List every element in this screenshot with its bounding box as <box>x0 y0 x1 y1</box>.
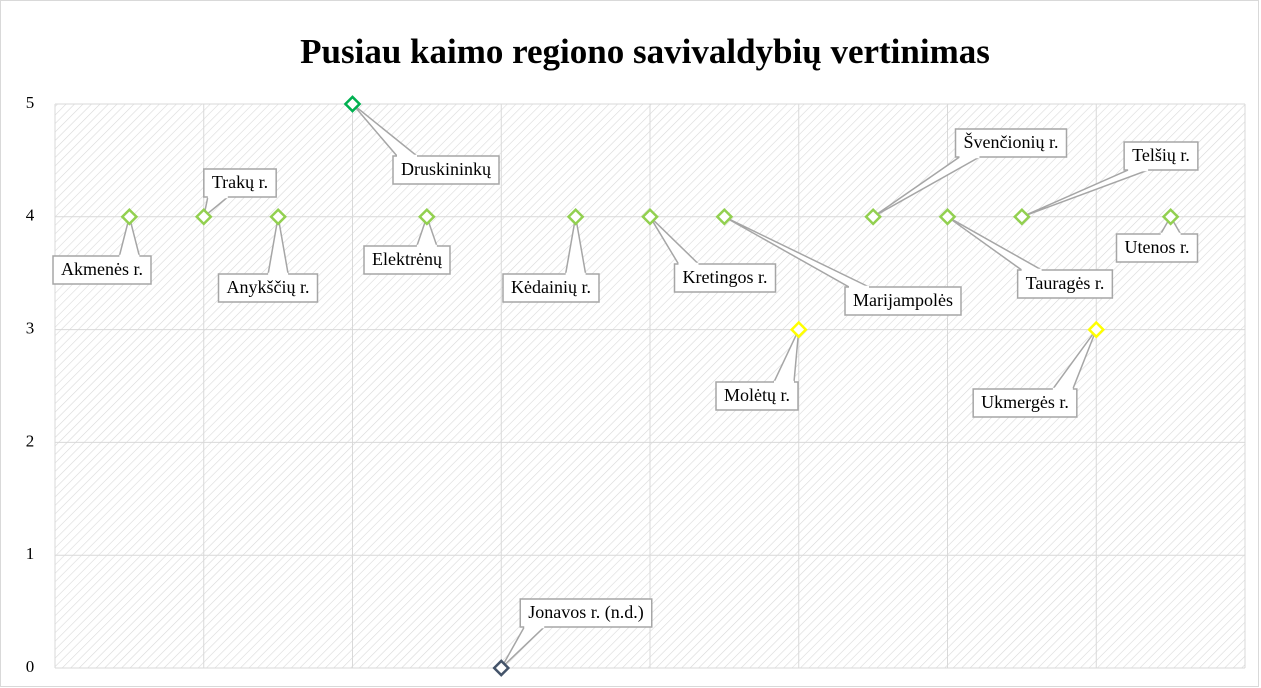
chart-title: Pusiau kaimo regiono savivaldybių vertin… <box>300 32 990 71</box>
data-label: Trakų r. <box>212 172 268 192</box>
marker <box>566 207 585 226</box>
y-tick-label: 5 <box>26 93 35 112</box>
data-label: Ukmergės r. <box>981 392 1069 412</box>
callout-box <box>1115 233 1199 263</box>
callout-box <box>52 255 152 285</box>
callout-box <box>1016 269 1114 299</box>
data-label: Anykščių r. <box>227 277 310 297</box>
marker <box>492 659 511 677</box>
callout-box <box>673 263 777 293</box>
marker <box>789 320 808 339</box>
marker <box>864 207 882 226</box>
data-label: Akmenės r. <box>61 259 143 279</box>
data-label: Elektrėnų <box>372 249 443 269</box>
marker <box>641 207 659 226</box>
marker <box>715 207 734 226</box>
callout-box <box>502 273 600 303</box>
data-label: Kėdainių r. <box>511 277 591 297</box>
y-tick-label: 1 <box>26 544 35 563</box>
callout-box <box>715 381 799 411</box>
callout-box <box>363 245 451 275</box>
callout-box <box>972 388 1078 418</box>
data-label: Telšių r. <box>1132 145 1190 165</box>
marker <box>1161 207 1180 226</box>
marker <box>938 207 957 226</box>
marker <box>418 207 436 226</box>
callout-box <box>954 128 1068 158</box>
callout-box <box>844 286 962 316</box>
marker <box>194 207 213 226</box>
marker <box>120 207 139 226</box>
marker <box>269 207 287 226</box>
data-label: Druskininkų <box>401 159 492 179</box>
callout-box <box>392 155 500 185</box>
data-label: Kretingos r. <box>683 267 768 287</box>
data-label: Utenos r. <box>1125 237 1190 257</box>
y-tick-label: 3 <box>26 319 35 338</box>
data-label: Marijampolės <box>853 290 953 310</box>
data-label: Molėtų r. <box>724 385 790 405</box>
y-tick-label: 2 <box>26 431 35 450</box>
callout-box <box>217 273 319 303</box>
callout-box <box>519 598 653 628</box>
callout-box <box>1123 141 1199 171</box>
callout-box <box>203 168 277 198</box>
data-label: Tauragės r. <box>1026 273 1105 293</box>
marker <box>1087 320 1106 339</box>
y-tick-label: 4 <box>26 206 35 225</box>
data-label: Švenčionių r. <box>964 131 1059 152</box>
data-label: Jonavos r. (n.d.) <box>528 602 644 623</box>
marker <box>343 95 362 113</box>
y-tick-label: 0 <box>26 657 35 676</box>
marker <box>1013 207 1031 226</box>
